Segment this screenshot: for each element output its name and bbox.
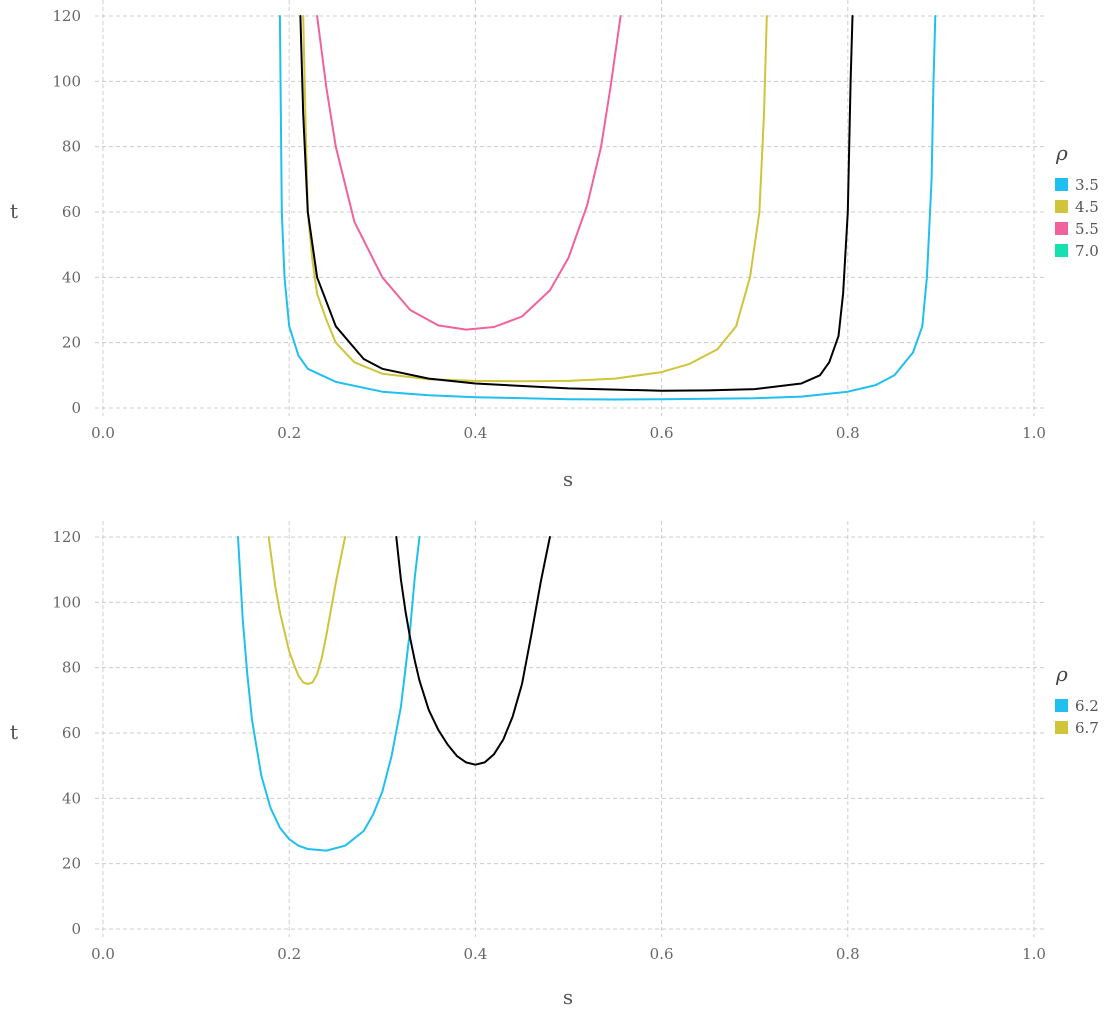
bottom-series-line-1 <box>237 536 421 852</box>
top-series-line-3 <box>316 15 622 331</box>
top-legend-label: 4.5 <box>1075 198 1099 216</box>
top-grid <box>95 0 1045 416</box>
top-ticks: 0.0 0.2 0.4 0.6 0.8 1.0 0 20 40 60 80 100 120 <box>52 7 1046 442</box>
top-legend: ρ 3.5 4.5 5.5 7.0 <box>1055 141 1099 260</box>
top-y-tick-label: 20 <box>62 334 81 352</box>
bottom-y-tick-label: 20 <box>62 855 81 873</box>
bottom-x-tick-label: 0.8 <box>836 945 860 963</box>
bottom-ticks: 0.0 0.2 0.4 0.6 0.8 1.0 0 20 40 60 80 100 120 <box>52 528 1046 963</box>
bottom-series-line-3 <box>395 536 551 766</box>
bottom-y-tick-label: 100 <box>52 593 81 611</box>
top-legend-label: 5.5 <box>1075 220 1099 238</box>
top-series-line-2 <box>302 15 768 383</box>
top-y-tick-label: 100 <box>52 72 81 90</box>
top-x-tick-label: 0.8 <box>836 424 860 442</box>
bottom-x-tick-label: 0.2 <box>277 945 301 963</box>
chart-bottom: 0.0 0.2 0.4 0.6 0.8 1.0 0 20 40 60 80 100 120 s t ρ … <box>10 521 1099 1009</box>
bottom-x-tick-label: 0.6 <box>650 945 674 963</box>
bottom-legend-title: ρ <box>1055 662 1068 686</box>
top-legend-swatch <box>1055 222 1068 235</box>
top-y-tick-label: 40 <box>62 268 81 286</box>
top-x-tick-label: 0.4 <box>463 424 487 442</box>
top-x-axis-title: s <box>563 467 573 491</box>
top-y-tick-label: 60 <box>62 203 81 221</box>
bottom-x-tick-label: 0.0 <box>91 945 115 963</box>
bottom-y-tick-label: 0 <box>71 920 81 938</box>
top-y-tick-label: 120 <box>52 7 81 25</box>
bottom-y-tick-label: 40 <box>62 789 81 807</box>
bottom-x-axis-title: s <box>563 985 573 1009</box>
top-y-tick-label: 80 <box>62 138 81 156</box>
bottom-legend-swatch <box>1055 699 1068 712</box>
top-legend-swatch <box>1055 178 1068 191</box>
bottom-y-tick-label: 120 <box>52 528 81 546</box>
bottom-x-tick-label: 1.0 <box>1022 945 1046 963</box>
bottom-x-tick-label: 0.4 <box>463 945 487 963</box>
bottom-series-line-2 <box>267 536 347 685</box>
chart-top: 0.0 0.2 0.4 0.6 0.8 1.0 0 20 40 60 80 100 120 s t ρ … <box>10 0 1099 491</box>
bottom-legend-label: 6.2 <box>1075 697 1099 715</box>
bottom-y-tick-label: 60 <box>62 724 81 742</box>
top-x-tick-label: 1.0 <box>1022 424 1046 442</box>
top-x-tick-label: 0.6 <box>650 424 674 442</box>
bottom-legend-label: 6.7 <box>1075 719 1099 737</box>
bottom-grid <box>95 521 1045 937</box>
top-series-line-4 <box>299 15 854 392</box>
bottom-legend-swatch <box>1055 721 1068 734</box>
bottom-y-axis-title: t <box>10 720 18 744</box>
bottom-y-tick-label: 80 <box>62 659 81 677</box>
top-x-tick-label: 0.2 <box>277 424 301 442</box>
top-y-axis-title: t <box>10 199 18 223</box>
top-legend-swatch <box>1055 244 1068 257</box>
top-legend-label: 7.0 <box>1075 242 1099 260</box>
top-x-tick-label: 0.0 <box>91 424 115 442</box>
bottom-legend: ρ 6.2 6.7 <box>1055 662 1099 737</box>
bottom-series <box>237 536 551 852</box>
top-legend-swatch <box>1055 200 1068 213</box>
top-series-line-1 <box>278 15 937 401</box>
top-legend-label: 3.5 <box>1075 176 1099 194</box>
top-series <box>278 15 937 401</box>
top-legend-title: ρ <box>1055 141 1068 165</box>
top-y-tick-label: 0 <box>71 399 81 417</box>
